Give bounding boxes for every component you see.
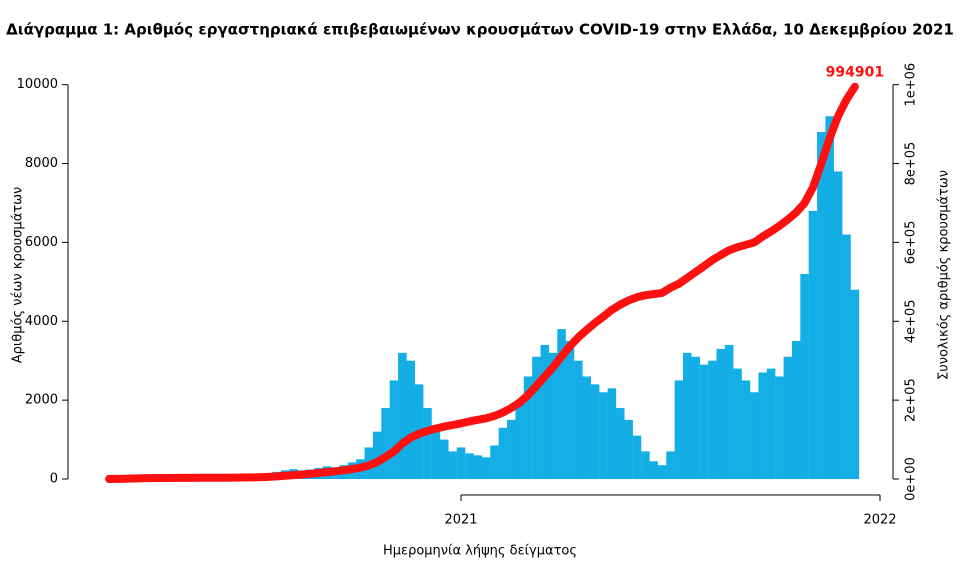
cumulative-line	[105, 82, 859, 483]
bar	[750, 392, 759, 479]
bar	[515, 404, 524, 479]
bar	[582, 376, 591, 479]
bar	[808, 210, 818, 479]
bar	[683, 352, 692, 479]
y2-tick-label: 1e+06	[904, 63, 919, 107]
y2-tick-label: 8e+05	[904, 142, 919, 186]
bar	[490, 445, 499, 479]
y2-tick-label: 6e+05	[904, 221, 919, 265]
bar	[615, 408, 625, 479]
bar	[724, 344, 734, 479]
y-axis-label: Αριθμός νέων κρουσμάτων	[11, 187, 26, 364]
bar	[481, 457, 491, 479]
bar	[381, 408, 390, 479]
bar	[507, 419, 516, 479]
y-tick-label: 10000	[17, 77, 58, 92]
bar	[733, 368, 742, 479]
y-tick-label: 0	[50, 472, 58, 487]
bar	[565, 340, 575, 479]
bar	[540, 344, 550, 479]
bar	[439, 439, 449, 479]
bar	[649, 461, 659, 479]
bar	[473, 455, 483, 479]
bar	[406, 360, 416, 479]
bar	[372, 431, 382, 479]
y2-tick-label: 2e+05	[904, 378, 919, 422]
bar	[389, 380, 399, 479]
bar	[574, 360, 583, 479]
bar	[465, 453, 474, 479]
bar	[641, 451, 650, 479]
bar	[817, 131, 826, 479]
bar	[607, 388, 617, 479]
chart-title: Διάγραμμα 1: Αριθμός εργαστηριακά επιβεβ…	[6, 21, 954, 39]
bar	[800, 273, 809, 479]
bar	[716, 348, 726, 479]
bar	[523, 376, 533, 479]
bar	[456, 447, 466, 479]
bar	[590, 384, 600, 479]
bar	[791, 340, 801, 479]
bar	[783, 356, 793, 479]
bar	[532, 356, 541, 479]
x-axis-label: Ημερομηνία λήψης δείγματος	[383, 544, 577, 559]
bar	[431, 427, 441, 479]
bar	[691, 356, 700, 479]
bar	[833, 171, 843, 479]
y2-tick-label: 0e+00	[904, 457, 919, 501]
bar	[548, 352, 558, 479]
bar	[599, 392, 608, 479]
bar	[758, 372, 767, 479]
x-tick-label: 2022	[863, 513, 896, 528]
y2-tick-label: 4e+05	[904, 299, 919, 343]
y-tick-label: 8000	[25, 156, 58, 171]
y2-axis-label: Συνολικός αριθμός κρουσμάτων	[937, 170, 952, 380]
y-tick-label: 6000	[25, 235, 58, 250]
y-tick-label: 4000	[25, 314, 58, 329]
x-tick-label: 2021	[444, 513, 477, 528]
bar	[398, 352, 407, 479]
bar	[775, 376, 784, 479]
bar	[632, 435, 642, 479]
annotation: 994901	[826, 65, 884, 81]
bar	[825, 116, 835, 479]
bar	[423, 408, 432, 479]
bar	[699, 364, 709, 479]
bar	[624, 419, 633, 479]
bar	[850, 289, 860, 479]
bar	[842, 234, 851, 479]
bar	[657, 465, 667, 479]
bar	[557, 329, 566, 479]
y-tick-label: 2000	[25, 393, 58, 408]
bar	[666, 451, 675, 479]
bar	[741, 380, 751, 479]
bar	[674, 380, 684, 479]
bar	[708, 360, 717, 479]
bar	[766, 368, 776, 479]
bar	[448, 451, 457, 479]
bar	[498, 427, 508, 479]
